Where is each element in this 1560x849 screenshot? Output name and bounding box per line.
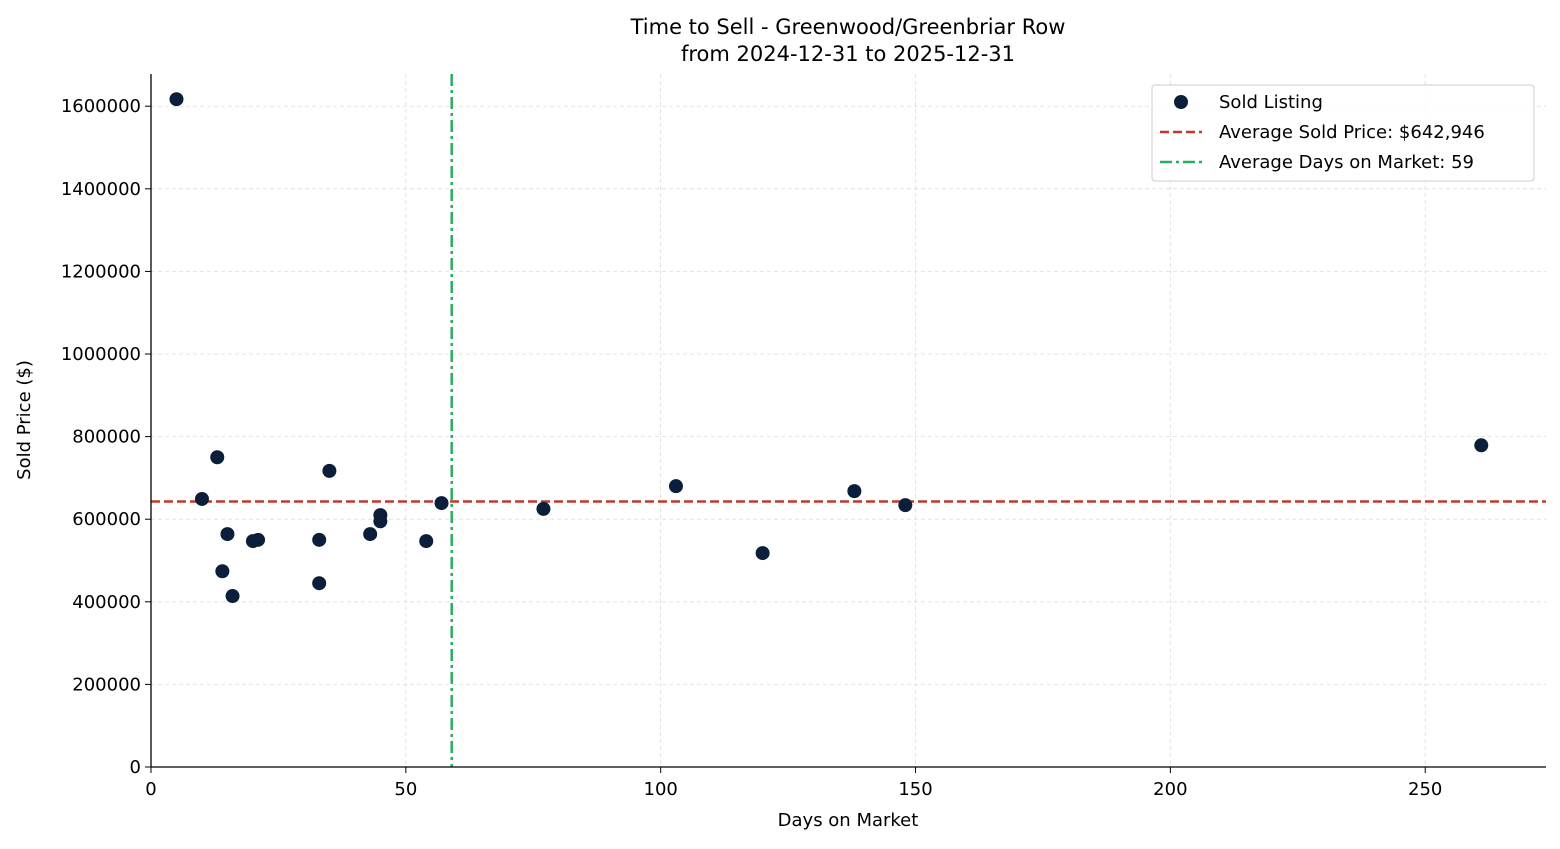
data-point	[419, 534, 434, 549]
data-point	[220, 527, 235, 542]
legend-label-avg-price: Average Sold Price: $642,946	[1219, 122, 1485, 143]
x-tick-label: 200	[1153, 779, 1187, 800]
x-tick-label: 250	[1408, 779, 1442, 800]
data-point	[755, 546, 770, 561]
data-point	[1474, 438, 1489, 453]
data-point	[210, 450, 225, 465]
x-tick-label: 0	[145, 779, 156, 800]
legend-marker-sold	[1174, 95, 1188, 109]
data-point	[668, 479, 683, 494]
data-point	[225, 589, 240, 604]
y-tick-label: 200000	[72, 674, 141, 695]
x-tick-label: 100	[644, 779, 678, 800]
legend: Sold Listing Average Sold Price: $642,94…	[1151, 84, 1535, 182]
data-point	[847, 484, 862, 499]
y-tick-label: 1000000	[61, 344, 141, 365]
y-tick-label: 800000	[72, 427, 141, 448]
data-point	[434, 496, 449, 511]
legend-box	[1151, 84, 1535, 182]
data-point	[312, 576, 327, 591]
legend-label-sold: Sold Listing	[1219, 92, 1323, 113]
chart-subtitle: from 2024-12-31 to 2025-12-31	[681, 42, 1015, 66]
x-tick-label: 150	[898, 779, 932, 800]
y-tick-label: 1400000	[61, 179, 141, 200]
y-tick-label: 600000	[72, 509, 141, 530]
data-point	[215, 564, 230, 579]
chart-title: Time to Sell - Greenwood/Greenbriar Row	[630, 15, 1066, 39]
y-tick-label: 0	[130, 757, 141, 778]
y-tick-label: 1200000	[61, 261, 141, 282]
data-point	[898, 498, 913, 513]
x-axis-label: Days on Market	[778, 810, 919, 831]
data-point	[169, 92, 184, 107]
data-point	[251, 532, 266, 547]
data-point	[373, 514, 388, 529]
data-point	[322, 463, 337, 478]
y-axis-label: Sold Price ($)	[14, 360, 35, 480]
data-point	[363, 527, 378, 542]
data-point	[536, 501, 551, 516]
data-point	[194, 491, 209, 506]
legend-label-avg-days: Average Days on Market: 59	[1219, 152, 1474, 173]
y-tick-label: 400000	[72, 592, 141, 613]
y-tick-label: 1600000	[61, 96, 141, 117]
x-tick-label: 50	[394, 779, 417, 800]
data-point	[312, 532, 327, 547]
